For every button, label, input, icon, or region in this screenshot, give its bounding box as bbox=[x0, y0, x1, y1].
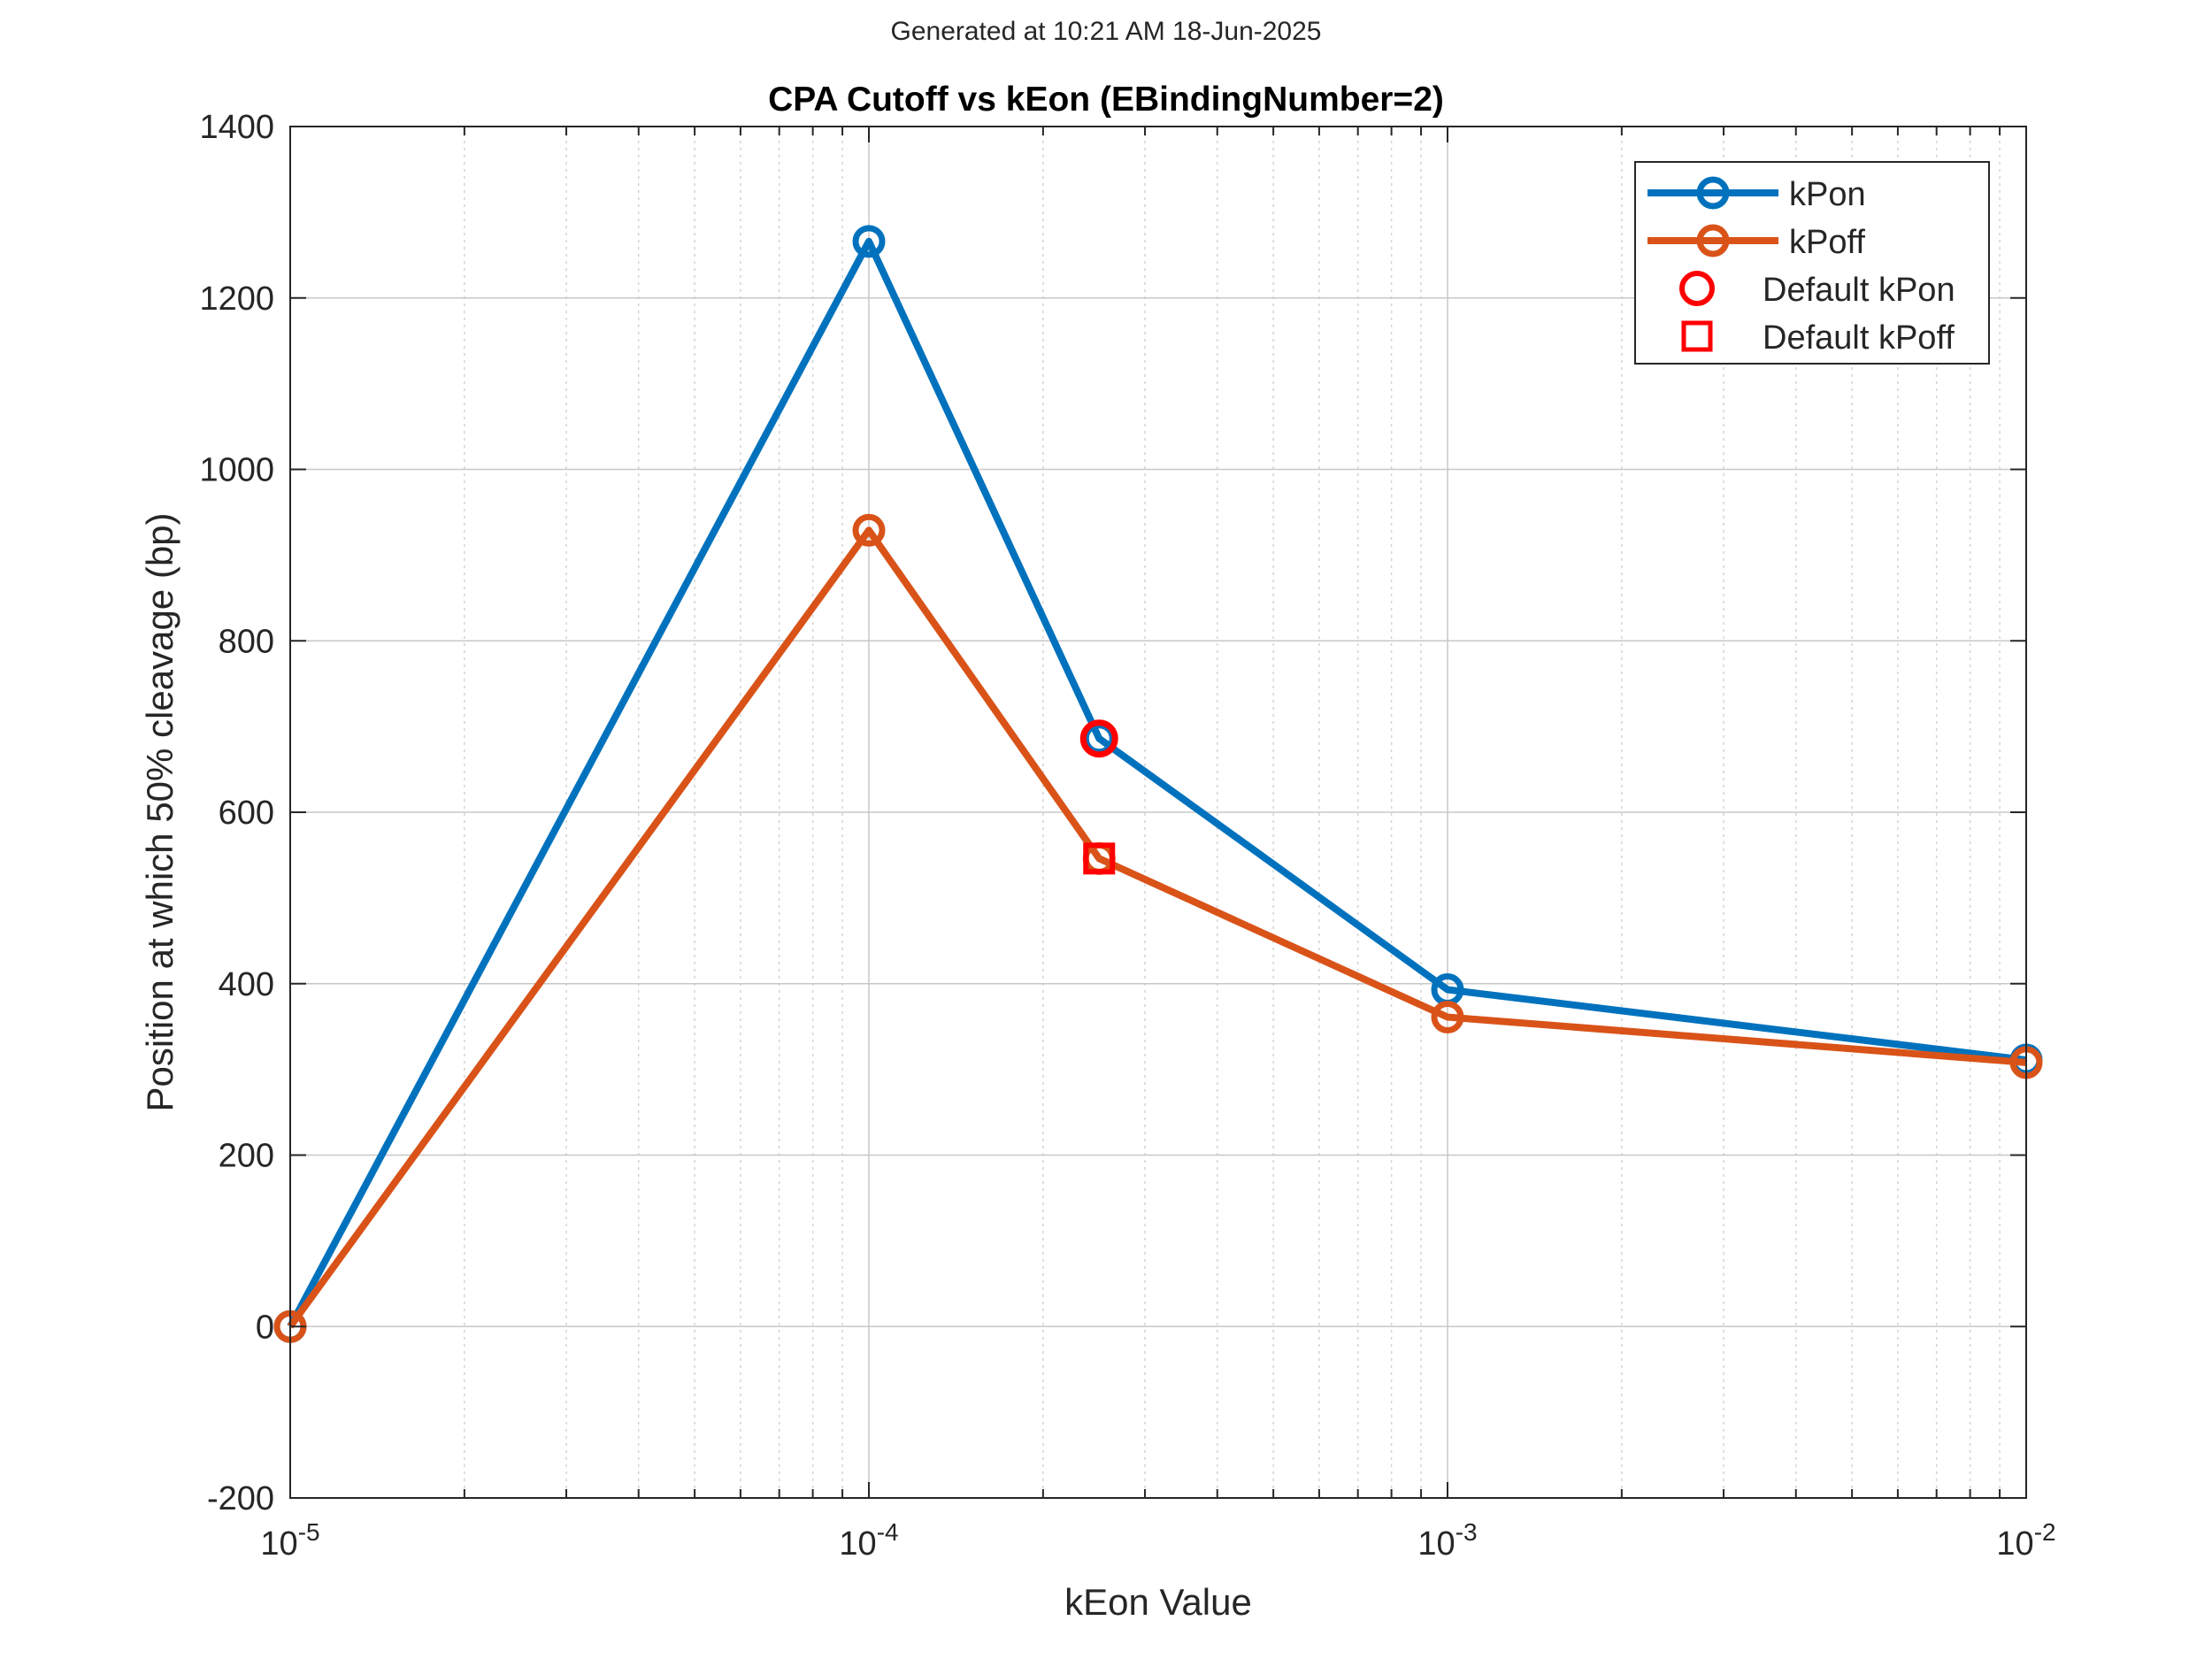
legend-marker bbox=[1679, 271, 1715, 306]
legend-item-default-kpoff: Default kPoff bbox=[1681, 319, 1955, 357]
legend-label: Default kPoff bbox=[1763, 319, 1955, 357]
legend-marker bbox=[1696, 176, 1730, 210]
y-tick-label: 1400 bbox=[199, 109, 274, 146]
data-point bbox=[852, 513, 886, 547]
x-tick-label: 10-5 bbox=[260, 1518, 319, 1563]
legend-items: kPon kPoff Default kPon Default kPoff bbox=[1647, 176, 1955, 357]
chart-title: CPA Cutoff vs kEon (EBindingNumber=2) bbox=[768, 81, 1444, 119]
legend-item-kpon: kPon bbox=[1647, 176, 1866, 213]
legend-item-kpoff: kPoff bbox=[1647, 224, 1865, 261]
y-tick-label: 600 bbox=[219, 795, 274, 832]
generated-timestamp: Generated at 10:21 AM 18-Jun-2025 bbox=[890, 17, 1321, 46]
default-kpoff-marker bbox=[1083, 842, 1116, 875]
legend: kPon kPoff Default kPon Default kPoff bbox=[1634, 161, 1990, 365]
x-tick-label: 10-4 bbox=[839, 1518, 898, 1563]
legend-label: kPoff bbox=[1789, 224, 1865, 261]
y-tick-label: 800 bbox=[219, 623, 274, 660]
x-axis-label: kEon Value bbox=[1064, 1581, 1252, 1623]
y-tick-label: 0 bbox=[256, 1309, 274, 1346]
legend-label: kPon bbox=[1789, 176, 1866, 213]
data-point bbox=[852, 225, 886, 258]
x-tick-label: 10-2 bbox=[1996, 1518, 2055, 1563]
tick-layer: 10-5 10-4 10-3 10-2 -200 0 200 400 600 800 1000 120… bbox=[199, 109, 2055, 1563]
x-tick-label: 10-3 bbox=[1417, 1518, 1477, 1563]
y-tick-label: 200 bbox=[219, 1138, 274, 1175]
legend-item-default-kpon: Default kPon bbox=[1679, 271, 1955, 309]
data-point bbox=[1431, 1001, 1464, 1034]
y-tick-label: -200 bbox=[207, 1480, 274, 1517]
y-tick-label: 1200 bbox=[199, 280, 274, 318]
default-kpon-marker bbox=[1079, 719, 1118, 758]
y-tick-label: 400 bbox=[219, 966, 274, 1003]
series-line bbox=[287, 526, 2027, 1329]
legend-marker bbox=[1681, 320, 1713, 352]
y-tick-label: 1000 bbox=[199, 452, 274, 489]
legend-marker bbox=[1696, 224, 1730, 257]
y-axis-label: Position at which 50% cleavage (bp) bbox=[139, 512, 180, 1111]
legend-label: Default kPon bbox=[1763, 272, 1955, 309]
series-line bbox=[287, 237, 2027, 1329]
